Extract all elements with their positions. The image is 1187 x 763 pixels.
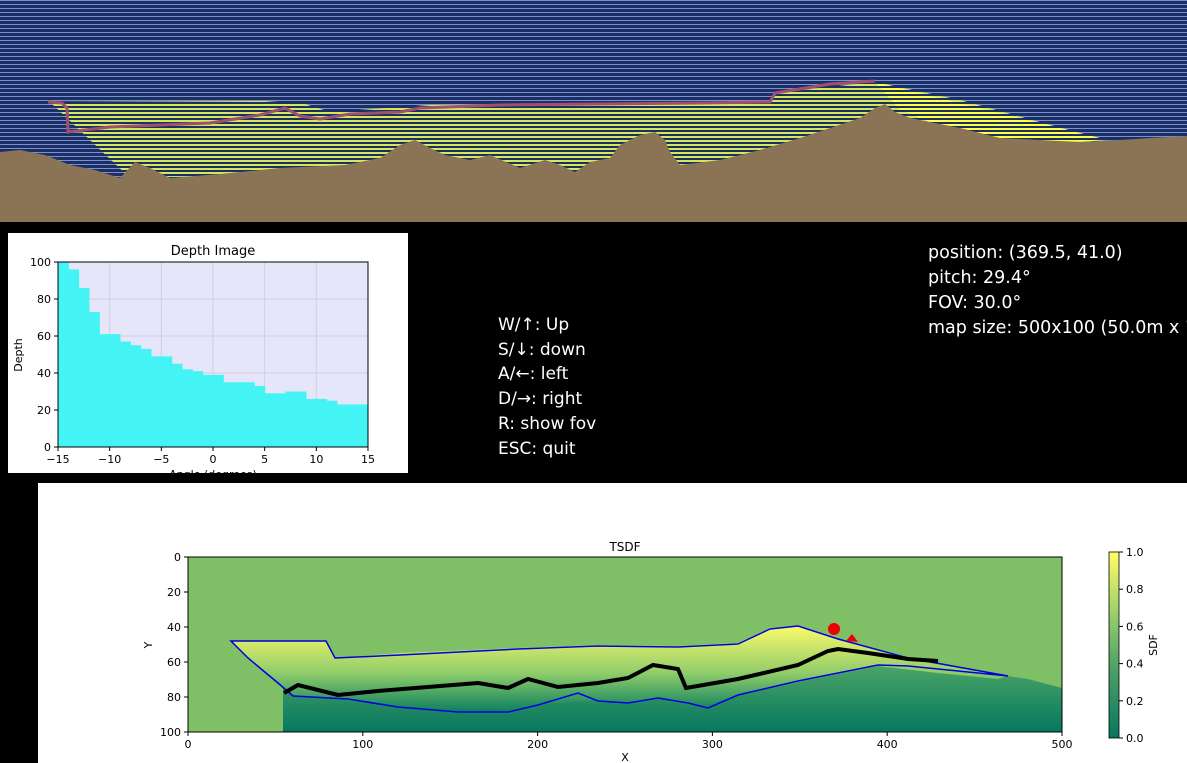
depth-bar — [109, 334, 121, 447]
depth-bar — [233, 382, 245, 447]
depth-bar — [316, 398, 328, 447]
depth-bar — [120, 341, 131, 447]
fov-cone — [875, 82, 1108, 145]
tsdf-ytick-label: 40 — [167, 621, 181, 634]
control-show-fov: R: show fov — [498, 413, 597, 434]
tsdf-contour — [229, 625, 1009, 713]
tsdf-xtick-label: 400 — [877, 738, 898, 751]
depth-bar — [285, 391, 297, 447]
depth-bar — [244, 382, 255, 447]
depth-bar — [89, 311, 100, 447]
control-quit: ESC: quit — [498, 438, 576, 459]
depth-bar — [58, 262, 69, 447]
depth-bar — [275, 393, 286, 447]
tsdf-chart-xlabel: X — [621, 751, 629, 763]
depth-bar — [337, 404, 348, 447]
tsdf-colorbar-label: SDF — [1147, 634, 1160, 656]
depth-ytick-label: 20 — [37, 404, 51, 417]
depth-ytick-label: 0 — [44, 441, 51, 454]
tsdf-chart-ylabel: Y — [142, 641, 155, 649]
depth-image-chart: Depth Image −15 −10 −5 0 5 10 15 020406080100 … — [12, 244, 375, 473]
tsdf-colorbar-tick-label: 0.0 — [1126, 732, 1144, 745]
depth-bar — [326, 400, 338, 447]
depth-xtick-label: 15 — [361, 453, 375, 466]
control-right: D/→: right — [498, 389, 583, 410]
depth-bar — [357, 404, 369, 447]
sonar-simulation-view — [0, 0, 1187, 222]
depth-bar — [68, 269, 80, 447]
control-down: S/↓: down — [498, 339, 586, 360]
tsdf-colorbar-tick-label: 1.0 — [1126, 546, 1144, 559]
tsdf-ytick-label: 100 — [160, 726, 181, 739]
depth-bar — [264, 393, 276, 447]
tsdf-chart: TSDF 0 100 200 300 400 500 0 20 40 60 80 100 X Y 0… — [142, 540, 1160, 763]
depth-ytick-label: 100 — [30, 256, 51, 269]
depth-xtick-label: 0 — [210, 453, 217, 466]
sonar-hull-trace — [47, 79, 876, 134]
status-map-size: map size: 500x100 (50.0m x 10.0m) — [928, 318, 1187, 338]
depth-bar — [223, 382, 235, 447]
tsdf-ytick-label: 0 — [174, 551, 181, 564]
tsdf-colorbar-tick-label: 0.4 — [1126, 658, 1144, 671]
tsdf-panel: TSDF 0 100 200 300 400 500 0 20 40 60 80 100 X Y 0… — [38, 483, 1187, 763]
status-pitch: pitch: 29.4° — [928, 268, 1031, 288]
seafloor-terrain — [0, 104, 1187, 222]
depth-xtick-label: −5 — [153, 453, 169, 466]
depth-chart-xlabel: Angle (degrees) — [169, 468, 257, 473]
depth-bar — [213, 374, 224, 447]
depth-xtick-label: 10 — [309, 453, 323, 466]
depth-bar — [254, 385, 266, 447]
tsdf-colorbar — [1108, 551, 1120, 739]
depth-xtick-label: 5 — [261, 453, 268, 466]
tsdf-surface-estimate — [283, 646, 939, 698]
status-readout: position: (369.5, 41.0) pitch: 29.4° FOV… — [928, 241, 1187, 341]
tsdf-chart-title: TSDF — [608, 540, 640, 554]
robot-position-marker — [828, 623, 840, 635]
tsdf-xtick-label: 0 — [185, 738, 192, 751]
depth-ytick-label: 80 — [37, 293, 51, 306]
depth-bar — [171, 363, 183, 447]
tsdf-xtick-label: 200 — [527, 738, 548, 751]
tsdf-ytick-label: 20 — [167, 586, 181, 599]
status-fov: FOV: 30.0° — [928, 293, 1022, 313]
depth-ytick-label: 40 — [37, 367, 51, 380]
depth-bar — [202, 374, 214, 447]
depth-ytick-label: 60 — [37, 330, 51, 343]
tsdf-observed-field — [231, 626, 1008, 712]
depth-bar — [192, 371, 204, 447]
robot-heading-arrow — [846, 634, 858, 642]
depth-bar — [306, 398, 317, 447]
controls-help: W/↑: Up S/↓: down A/←: left D/→: right R… — [498, 313, 596, 461]
control-up: W/↑: Up — [498, 315, 570, 335]
tsdf-plot-frame — [187, 556, 1063, 733]
tsdf-xtick-label: 500 — [1052, 738, 1073, 751]
depth-bar — [130, 345, 142, 447]
tsdf-ytick-label: 60 — [167, 656, 181, 669]
tsdf-colorbar-tick-label: 0.2 — [1126, 695, 1144, 708]
tsdf-xtick-label: 100 — [352, 738, 373, 751]
depth-bar — [151, 356, 162, 447]
depth-bar — [99, 334, 111, 447]
tsdf-colorbar-tick-label: 0.6 — [1126, 620, 1144, 633]
control-left: A/←: left — [498, 364, 569, 385]
depth-bar — [347, 404, 359, 447]
depth-xtick-label: −10 — [98, 453, 121, 466]
tsdf-colorbar-tick-label: 0.8 — [1126, 583, 1144, 596]
depth-bar — [78, 287, 90, 447]
depth-bar — [295, 391, 307, 447]
depth-bar — [182, 369, 193, 447]
depth-xtick-label: −15 — [46, 453, 69, 466]
status-position: position: (369.5, 41.0) — [928, 243, 1123, 263]
depth-bar — [161, 356, 173, 447]
tsdf-ytick-label: 80 — [167, 691, 181, 704]
depth-chart-ylabel: Depth — [12, 338, 25, 372]
tsdf-xtick-label: 300 — [702, 738, 723, 751]
depth-image-panel: Depth Image −15 −10 −5 0 5 10 15 0 20 40 60 80 100 … — [8, 233, 408, 473]
depth-bar — [140, 348, 152, 447]
depth-chart-title: Depth Image — [171, 244, 255, 259]
